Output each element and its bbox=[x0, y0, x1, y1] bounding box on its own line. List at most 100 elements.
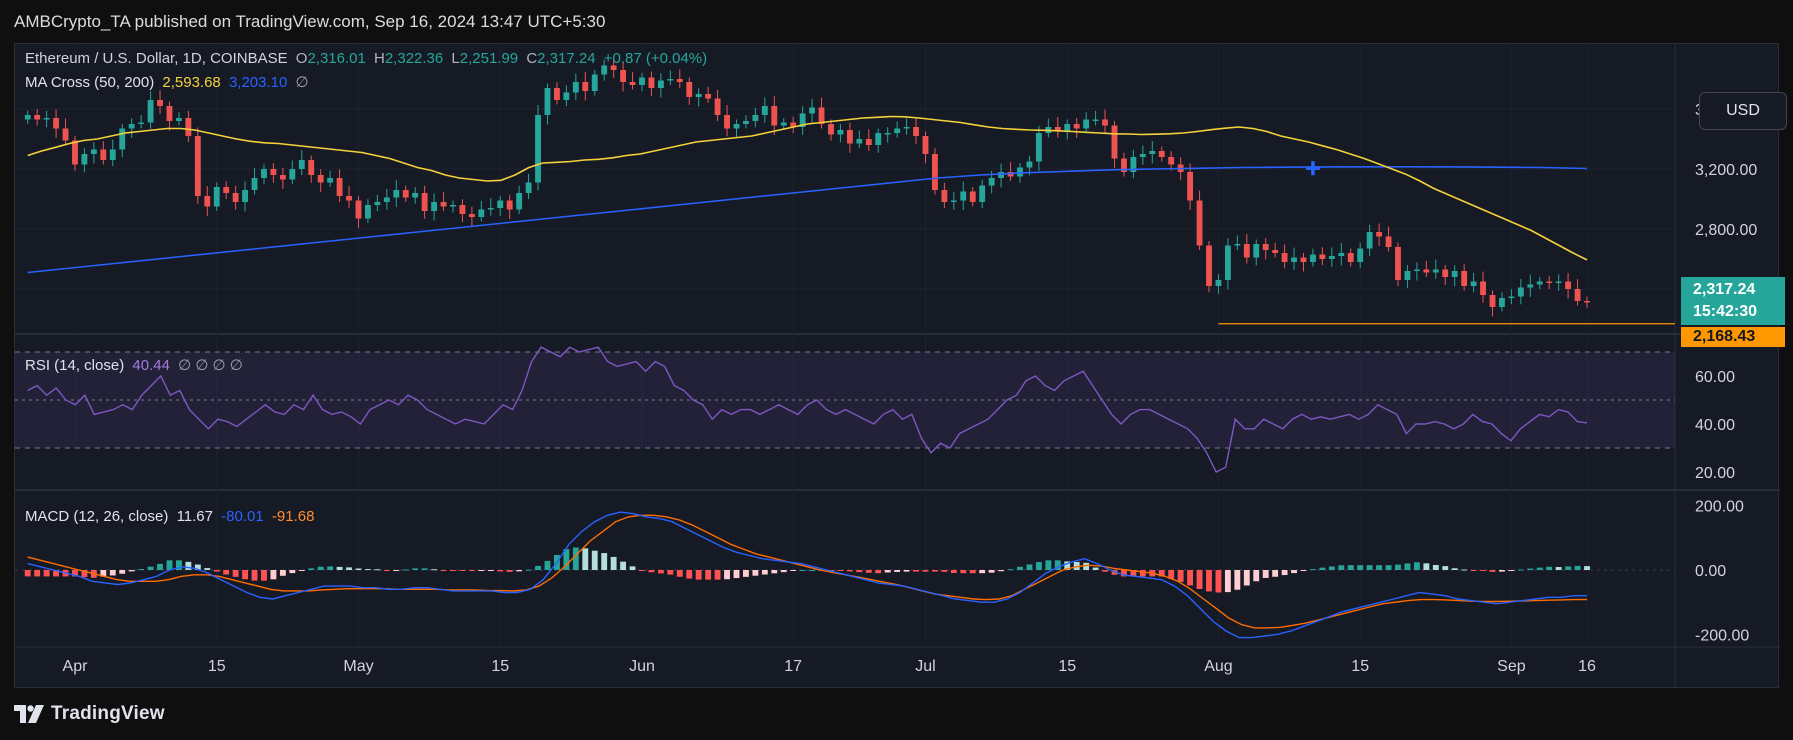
candle-body bbox=[53, 118, 60, 129]
macd-histogram-bar bbox=[412, 568, 419, 570]
macd-line bbox=[27, 511, 1587, 639]
candle-body bbox=[1139, 154, 1146, 157]
macd-histogram-bar bbox=[298, 570, 305, 571]
macd-histogram-bar bbox=[582, 548, 589, 570]
candle-body bbox=[383, 197, 390, 202]
candle-body bbox=[1319, 254, 1326, 259]
price-tick-label: 3,200.00 bbox=[1695, 162, 1757, 179]
macd-histogram-bar bbox=[497, 570, 504, 572]
candle-body bbox=[1262, 244, 1269, 250]
candle-body bbox=[213, 187, 220, 207]
candle-body bbox=[1054, 127, 1061, 132]
candle-body bbox=[1281, 253, 1288, 262]
macd-histogram-bar bbox=[1574, 565, 1581, 570]
time-tick-label: Apr bbox=[63, 658, 89, 675]
candle-body bbox=[1102, 119, 1108, 126]
candle-body bbox=[1035, 133, 1042, 162]
macd-histogram-bar bbox=[1262, 570, 1269, 578]
ma-legend: MA Cross (50, 200) 2,593.68 3,203.10 ∅ bbox=[25, 73, 313, 91]
candle-body bbox=[317, 175, 324, 183]
macd-histogram-bar bbox=[932, 570, 938, 572]
candle-body bbox=[988, 178, 995, 186]
macd-histogram-bar bbox=[1328, 566, 1335, 570]
candle-body bbox=[516, 193, 523, 210]
currency-button[interactable]: USD bbox=[1699, 92, 1787, 130]
candle-body bbox=[1291, 257, 1297, 262]
candle-body bbox=[1073, 124, 1080, 129]
candle-body bbox=[828, 124, 834, 135]
macd-histogram-bar bbox=[223, 570, 230, 575]
candle-body bbox=[998, 172, 1005, 178]
macd-histogram-bar bbox=[676, 570, 683, 577]
macd-histogram-bar bbox=[1404, 563, 1411, 570]
macd-histogram-bar bbox=[1073, 561, 1080, 570]
tradingview-logo-icon bbox=[14, 705, 44, 723]
candle-body bbox=[913, 127, 919, 136]
macd-histogram-bar bbox=[1310, 569, 1316, 571]
candle-body bbox=[34, 115, 41, 120]
candle-body bbox=[157, 100, 163, 106]
candle-body bbox=[1366, 232, 1373, 249]
macd-histogram-bar bbox=[648, 570, 655, 573]
macd-histogram-bar bbox=[308, 568, 315, 570]
low-value: 2,251.99 bbox=[459, 50, 519, 67]
candle-body bbox=[1272, 250, 1279, 253]
macd-histogram-bar bbox=[1139, 570, 1146, 577]
macd-histogram-bar bbox=[1461, 569, 1468, 571]
candle-body bbox=[1565, 281, 1572, 289]
candle-body bbox=[979, 185, 986, 202]
candle-body bbox=[138, 122, 145, 124]
macd-histogram-bar bbox=[724, 570, 730, 580]
macd-histogram-bar bbox=[1555, 567, 1562, 570]
macd-histogram-bar bbox=[790, 570, 797, 571]
candle-body bbox=[1517, 287, 1524, 297]
chart-canvas[interactable]: 3,600.003,200.002,800.002,400.00Apr15May… bbox=[15, 44, 1780, 689]
candle-body bbox=[1121, 158, 1127, 172]
candle-body bbox=[582, 82, 589, 91]
time-tick-label: Jul bbox=[915, 658, 935, 675]
macd-histogram-bar bbox=[242, 570, 249, 580]
tradingview-logo[interactable]: TradingView bbox=[14, 701, 165, 727]
macd-histogram-bar bbox=[941, 570, 948, 572]
macd-histogram-bar bbox=[34, 570, 41, 577]
candle-body bbox=[1064, 124, 1071, 132]
macd-histogram-bar bbox=[72, 570, 78, 577]
candle-body bbox=[1574, 289, 1581, 301]
support-price-tag: 2,168.43 bbox=[1681, 327, 1785, 347]
candle-body bbox=[62, 128, 69, 141]
candle-body bbox=[1168, 157, 1175, 165]
candle-body bbox=[563, 92, 570, 100]
macd-histogram-bar bbox=[81, 570, 88, 578]
time-tick-label: Aug bbox=[1204, 658, 1232, 675]
candle-body bbox=[1196, 200, 1203, 246]
candle-body bbox=[1480, 281, 1486, 295]
candle-body bbox=[922, 136, 929, 154]
candle-body bbox=[932, 154, 938, 190]
candle-body bbox=[431, 202, 438, 211]
candle-body bbox=[1310, 254, 1316, 262]
candle-body bbox=[591, 74, 598, 91]
candle-body bbox=[572, 82, 579, 93]
time-tick-label: Sep bbox=[1497, 658, 1526, 675]
candle-body bbox=[1347, 253, 1354, 262]
macd-histogram-bar bbox=[979, 570, 986, 574]
macd-histogram-bar bbox=[761, 570, 768, 575]
macd-histogram-bar bbox=[1357, 565, 1364, 570]
candle-body bbox=[128, 124, 135, 129]
macd-histogram-bar bbox=[383, 570, 390, 571]
macd-histogram-bar bbox=[903, 570, 910, 572]
candle-body bbox=[846, 130, 853, 144]
macd-histogram-bar bbox=[166, 560, 173, 570]
candle-body bbox=[1158, 151, 1165, 157]
candle-body bbox=[336, 178, 343, 196]
candle-body bbox=[884, 133, 891, 135]
macd-histogram-bar bbox=[1489, 570, 1496, 572]
macd-histogram-bar bbox=[1215, 570, 1222, 593]
candle-body bbox=[799, 113, 806, 127]
ma50-value: 2,593.68 bbox=[162, 74, 221, 91]
candle-body bbox=[780, 122, 787, 126]
publisher-caption: AMBCrypto_TA published on TradingView.co… bbox=[14, 12, 606, 31]
macd-histogram-bar bbox=[544, 560, 551, 570]
candle-body bbox=[185, 118, 192, 136]
chart-area[interactable]: 3,600.003,200.002,800.002,400.00Apr15May… bbox=[14, 43, 1787, 689]
